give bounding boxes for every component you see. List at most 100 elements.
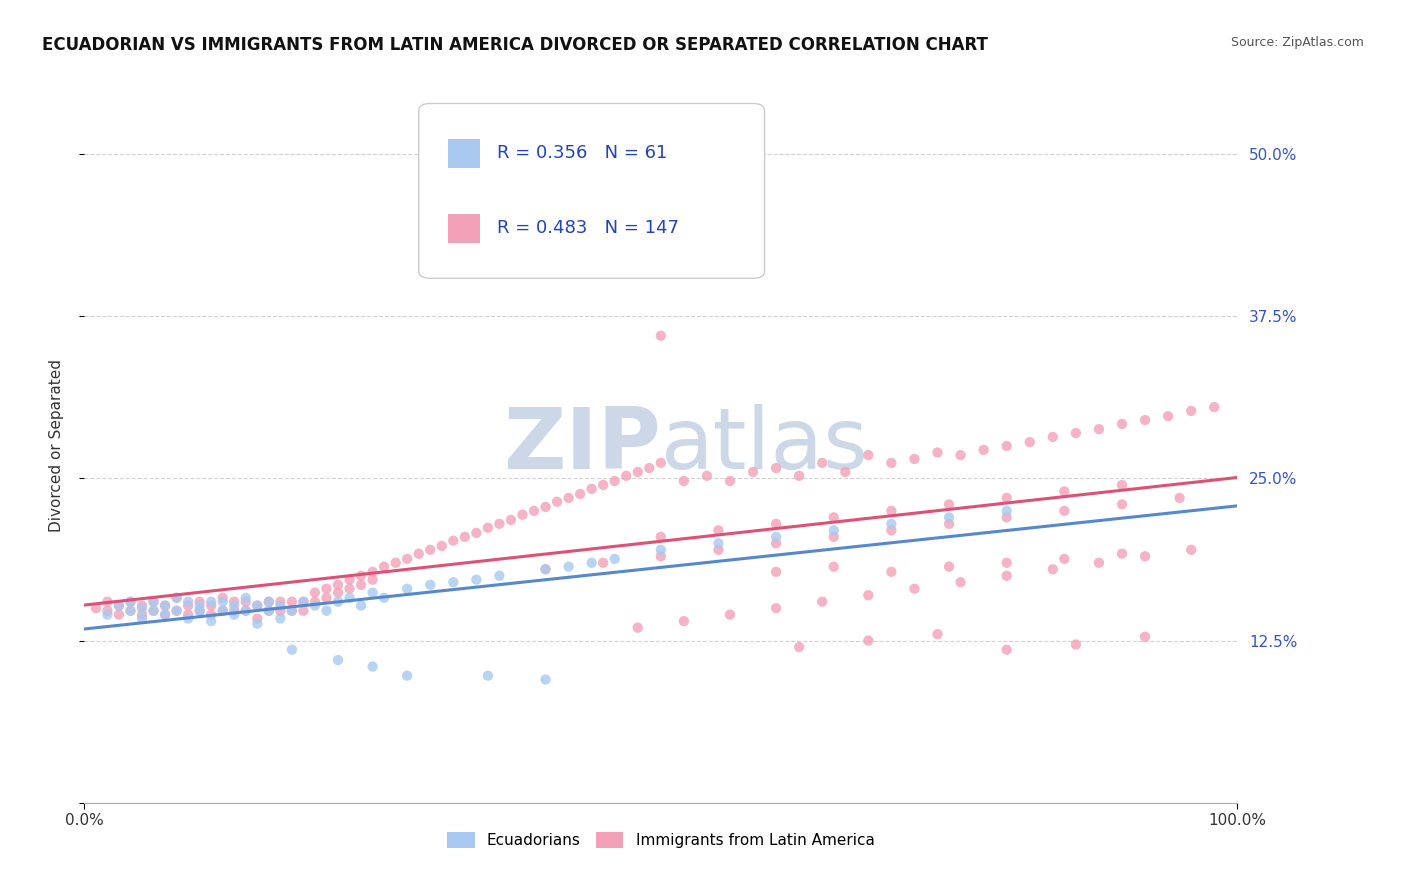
Point — [361, 565, 384, 579]
Y-axis label: Divorced or Separated: Divorced or Separated — [49, 359, 63, 533]
Point — [292, 604, 315, 618]
Legend: Ecuadorians, Immigrants from Latin America: Ecuadorians, Immigrants from Latin Ameri… — [440, 824, 882, 855]
Point — [823, 524, 845, 538]
Point — [650, 549, 672, 564]
Point — [96, 595, 118, 609]
Point — [257, 604, 280, 618]
Point — [1204, 400, 1226, 414]
Point — [396, 582, 419, 596]
Point — [326, 578, 349, 592]
Point — [361, 573, 384, 587]
Point — [1111, 478, 1133, 492]
Point — [131, 607, 153, 622]
Point — [546, 495, 568, 509]
Point — [765, 530, 787, 544]
Point — [638, 461, 661, 475]
Point — [650, 542, 672, 557]
Point — [120, 604, 142, 618]
Point — [995, 504, 1018, 518]
Point — [592, 556, 614, 570]
Point — [292, 595, 315, 609]
Point — [188, 599, 211, 613]
Text: R = 0.356   N = 61: R = 0.356 N = 61 — [498, 145, 679, 162]
Point — [200, 599, 222, 613]
Point — [246, 599, 269, 613]
Point — [153, 599, 176, 613]
Point — [441, 533, 464, 548]
Point — [396, 668, 419, 682]
Point — [235, 604, 257, 618]
Point — [1064, 425, 1087, 440]
Point — [823, 530, 845, 544]
Point — [224, 595, 246, 609]
Point — [430, 539, 453, 553]
Point — [765, 516, 787, 531]
Point — [361, 585, 384, 599]
Point — [166, 604, 188, 618]
Point — [120, 595, 142, 609]
Point — [938, 559, 960, 574]
Text: atlas: atlas — [661, 404, 869, 488]
Point — [292, 595, 315, 609]
Point — [142, 604, 165, 618]
Point — [384, 556, 406, 570]
Point — [938, 510, 960, 524]
Point — [315, 604, 337, 618]
Point — [166, 604, 188, 618]
Point — [811, 595, 834, 609]
Point — [650, 530, 672, 544]
Point — [350, 599, 373, 613]
Point — [1053, 484, 1076, 499]
Point — [823, 510, 845, 524]
Point — [373, 591, 395, 605]
Point — [1133, 413, 1156, 427]
Point — [153, 599, 176, 613]
Point — [995, 568, 1018, 582]
Point — [707, 199, 730, 213]
Point — [823, 559, 845, 574]
Point — [108, 607, 131, 622]
Point — [787, 468, 810, 483]
Point — [488, 568, 510, 582]
Point — [1042, 562, 1064, 576]
Point — [858, 633, 880, 648]
Point — [973, 442, 995, 457]
Text: Source: ZipAtlas.com: Source: ZipAtlas.com — [1230, 36, 1364, 49]
Point — [1111, 547, 1133, 561]
Point — [488, 516, 510, 531]
Point — [880, 524, 903, 538]
Point — [281, 595, 304, 609]
Point — [499, 513, 522, 527]
Point — [581, 556, 603, 570]
Point — [120, 595, 142, 609]
Point — [765, 536, 787, 550]
Point — [465, 525, 488, 540]
Point — [534, 673, 557, 687]
Point — [858, 448, 880, 462]
Point — [627, 621, 650, 635]
Point — [131, 611, 153, 625]
Point — [1157, 409, 1180, 424]
Point — [257, 595, 280, 609]
Point — [650, 328, 672, 343]
Point — [131, 601, 153, 615]
Point — [927, 627, 949, 641]
Point — [257, 595, 280, 609]
Point — [246, 616, 269, 631]
Point — [339, 591, 361, 605]
Point — [177, 599, 200, 613]
Point — [534, 562, 557, 576]
Point — [235, 604, 257, 618]
Point — [269, 599, 291, 613]
Point — [1042, 430, 1064, 444]
Point — [211, 604, 233, 618]
Point — [120, 604, 142, 618]
Point — [269, 595, 291, 609]
Point — [534, 500, 557, 514]
Point — [177, 611, 200, 625]
Point — [246, 599, 269, 613]
Point — [304, 585, 326, 599]
Point — [477, 521, 499, 535]
Point — [361, 659, 384, 673]
Point — [408, 547, 430, 561]
